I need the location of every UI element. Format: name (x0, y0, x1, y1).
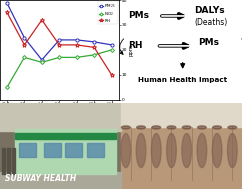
Bar (12, 148, 15, 174)
Bar (65, 143, 82, 156)
Circle shape (152, 126, 161, 129)
Ellipse shape (136, 133, 146, 168)
Bar (15, 129, 116, 174)
Circle shape (197, 126, 206, 129)
Ellipse shape (167, 133, 176, 168)
Text: SUBWAY HEALTH: SUBWAY HEALTH (5, 174, 76, 183)
Text: Human Health Impact: Human Health Impact (138, 77, 227, 83)
Ellipse shape (227, 133, 237, 168)
Bar (121, 104, 242, 127)
Bar (121, 104, 242, 189)
Bar (2, 148, 5, 174)
Ellipse shape (197, 133, 207, 168)
Bar (87, 143, 104, 156)
Bar (0, 104, 121, 189)
Circle shape (121, 126, 130, 129)
Ellipse shape (121, 133, 131, 168)
Legend: PM$_{2.5}$, NO$_2$, RH: PM$_{2.5}$, NO$_2$, RH (98, 1, 118, 24)
Y-axis label: ppm: ppm (128, 44, 133, 56)
Bar (19, 143, 36, 156)
Bar (44, 143, 60, 156)
Text: (Deaths): (Deaths) (195, 19, 228, 27)
Text: DALYs: DALYs (195, 6, 225, 15)
Circle shape (182, 126, 191, 129)
Bar (15, 133, 116, 139)
Circle shape (167, 126, 176, 129)
Ellipse shape (212, 133, 222, 168)
Bar (0, 172, 121, 189)
Text: RH: RH (128, 41, 143, 50)
Text: PMs: PMs (198, 38, 219, 47)
Bar (7, 148, 10, 174)
Ellipse shape (151, 133, 161, 168)
Circle shape (137, 126, 145, 129)
Text: PMs: PMs (128, 12, 149, 20)
Circle shape (213, 126, 221, 129)
Bar (0, 104, 121, 131)
Ellipse shape (182, 133, 191, 168)
Circle shape (228, 126, 237, 129)
